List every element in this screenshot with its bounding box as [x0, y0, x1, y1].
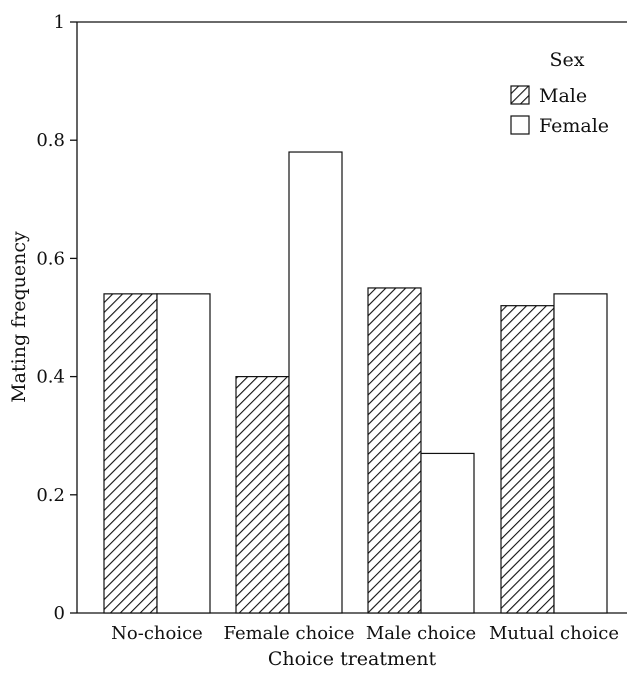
legend-label-male: Male — [539, 85, 587, 107]
x-category-label: Female choice — [223, 623, 354, 644]
legend-label-female: Female — [539, 115, 609, 137]
bar-male-mutual-choice — [500, 305, 555, 614]
bar-female-male-choice — [420, 452, 475, 614]
x-category-label: Mutual choice — [489, 623, 619, 644]
x-category-label: Male choice — [366, 623, 476, 644]
legend-swatch-male — [510, 85, 530, 105]
y-tick-label: 0.6 — [36, 248, 65, 269]
y-ticks: 0 0.2 0.4 0.6 0.8 1 — [36, 12, 77, 624]
category-labels: No-choice Female choice Male choice Mutual … — [111, 623, 619, 644]
bar-male-female-choice — [235, 376, 290, 614]
legend-title: Sex — [550, 49, 585, 71]
y-tick-label: 0.2 — [36, 485, 65, 506]
bars — [103, 151, 608, 614]
y-tick-label: 0.4 — [36, 367, 65, 388]
y-tick-label: 0 — [54, 603, 65, 624]
legend-swatch-female — [510, 115, 530, 135]
bar-female-mutual-choice — [553, 293, 608, 614]
bar-female-female-choice — [288, 151, 343, 614]
y-tick-label: 1 — [54, 12, 65, 33]
y-axis-title: Mating frequency — [8, 231, 30, 403]
x-axis-title: Choice treatment — [268, 648, 437, 670]
bar-female-no-choice — [156, 293, 211, 614]
bar-male-no-choice — [103, 293, 158, 614]
bar-male-male-choice — [367, 287, 422, 614]
x-category-label: No-choice — [111, 623, 203, 644]
y-tick-label: 0.8 — [36, 130, 65, 151]
legend: Sex Male Female — [510, 49, 609, 137]
